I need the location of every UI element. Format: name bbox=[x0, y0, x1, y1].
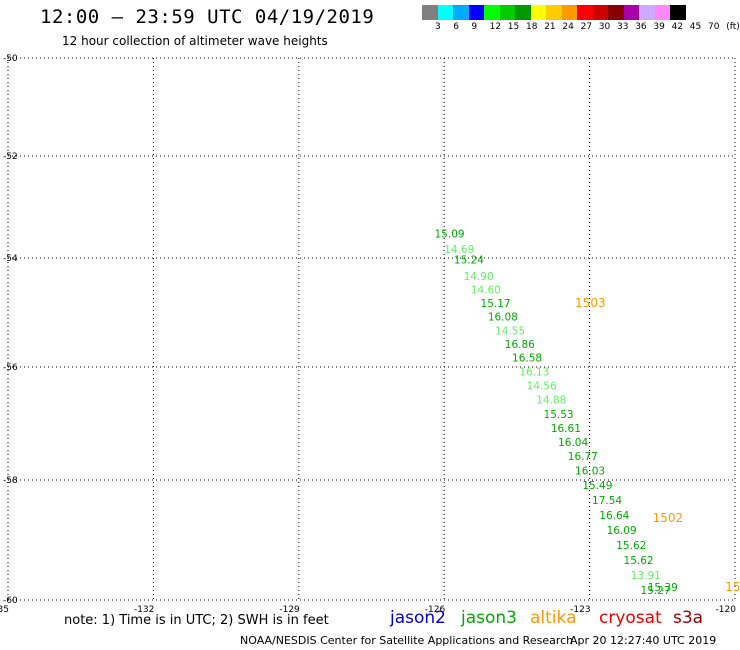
colorbar-swatch bbox=[515, 5, 531, 20]
colorbar-swatch bbox=[592, 5, 608, 20]
wave-height-label: 16.58 bbox=[512, 353, 542, 365]
colorbar-swatch bbox=[577, 5, 593, 20]
wave-height-label: 15.49 bbox=[582, 480, 612, 492]
colorbar-label: 45 bbox=[689, 22, 702, 32]
colorbar-label: 36 bbox=[635, 22, 647, 32]
colorbar-label: 42 bbox=[671, 22, 684, 32]
x-tick-label: -120 bbox=[716, 605, 737, 615]
wave-height-label: 1502 bbox=[653, 511, 684, 525]
x-tick-label: -123 bbox=[570, 605, 590, 615]
colorbar-swatch bbox=[468, 5, 484, 20]
wave-height-label: 16.03 bbox=[575, 465, 605, 477]
y-tick-label: -56 bbox=[3, 363, 18, 373]
colorbar-swatch bbox=[654, 5, 670, 20]
mission-cryosat: cryosat bbox=[599, 608, 662, 628]
wave-height-label: 17.54 bbox=[592, 495, 622, 507]
colorbar-label: 3 bbox=[435, 22, 441, 32]
x-tick-label: -135 bbox=[0, 605, 9, 615]
wave-height-label: 1503 bbox=[575, 296, 606, 310]
colorbar-swatch bbox=[561, 5, 577, 20]
wave-height-label: 13.91 bbox=[631, 570, 661, 582]
wave-height-label: 16.04 bbox=[558, 437, 588, 449]
footer-timestamp: Apr 20 12:27:40 UTC 2019 bbox=[570, 634, 717, 647]
y-tick-label: -54 bbox=[3, 254, 18, 264]
colorbar-label: 6 bbox=[453, 22, 459, 32]
wave-height-label: 14.88 bbox=[536, 395, 566, 407]
wave-height-label: 16.61 bbox=[551, 423, 581, 435]
colorbar-label: 18 bbox=[526, 22, 538, 32]
wave-height-label: 14.55 bbox=[495, 325, 525, 337]
y-tick-label: -52 bbox=[3, 152, 18, 162]
page-title: 12:00 – 23:59 UTC 04/19/2019 bbox=[40, 6, 375, 28]
x-tick-label: -129 bbox=[279, 605, 300, 615]
colorbar-swatch bbox=[453, 5, 469, 20]
colorbar-label: 70 bbox=[708, 22, 720, 32]
x-tick-label: -132 bbox=[134, 605, 154, 615]
colorbar-labels: 3 6 9 12 15 18 21 24 27 30 33 36 39 42 45 70 (ft) bbox=[422, 22, 740, 34]
wave-height-label: 15.24 bbox=[454, 254, 484, 266]
colorbar-swatch bbox=[639, 5, 655, 20]
wave-height-label: 16.08 bbox=[488, 312, 518, 324]
y-tick-label: -60 bbox=[3, 596, 18, 606]
wave-height-label: 14.69 bbox=[444, 244, 474, 256]
wave-height-label: 16.86 bbox=[505, 339, 535, 351]
wave-height-label: 15.53 bbox=[544, 409, 574, 421]
wave-height-label: 16.77 bbox=[568, 451, 598, 463]
wave-height-label: 16.09 bbox=[607, 525, 637, 537]
wave-height-label: 14.60 bbox=[471, 284, 501, 296]
colorbar-label: 33 bbox=[617, 22, 629, 32]
y-tick-label: -50 bbox=[3, 54, 18, 64]
wave-height-label: 150 bbox=[725, 580, 740, 594]
colorbar-swatch bbox=[530, 5, 546, 20]
colorbar-swatch bbox=[546, 5, 562, 20]
wave-height-label: 16.13 bbox=[519, 366, 549, 378]
colorbar-label: 15 bbox=[507, 22, 520, 32]
colorbar-swatch bbox=[422, 5, 438, 20]
wave-height-label: 15.62 bbox=[616, 540, 646, 552]
colorbar-label: 30 bbox=[598, 22, 611, 32]
colorbar-label: 12 bbox=[489, 22, 502, 32]
x-tick-label: -126 bbox=[425, 605, 446, 615]
page-subtitle: 12 hour collection of altimeter wave hei… bbox=[62, 34, 328, 48]
wave-height-label: 16.64 bbox=[599, 510, 629, 522]
colorbar bbox=[422, 5, 686, 20]
wave-height-label: 15.39 bbox=[648, 582, 678, 594]
y-tick-label: -58 bbox=[3, 476, 18, 486]
colorbar-swatch bbox=[623, 5, 639, 20]
mission-jason3: jason3 bbox=[461, 608, 517, 628]
footer-credit: NOAA/NESDIS Center for Satellite Applica… bbox=[240, 634, 574, 647]
wave-height-label: 15.09 bbox=[435, 229, 465, 241]
colorbar-label: 24 bbox=[562, 22, 574, 32]
colorbar-label: 39 bbox=[653, 22, 665, 32]
colorbar-label: 9 bbox=[471, 22, 478, 32]
wave-height-label: 15.27 bbox=[640, 585, 670, 597]
axis-tick-labels: -135 -132 -129 -126 -123 -120 -50 -52 -54 -56 -58 -… bbox=[0, 54, 736, 615]
wave-height-label: 15.17 bbox=[481, 298, 511, 310]
colorbar-swatch bbox=[437, 5, 453, 20]
mission-s3a: s3a bbox=[673, 608, 704, 628]
colorbar-swatch bbox=[608, 5, 624, 20]
colorbar-label: (ft) bbox=[726, 22, 740, 32]
footer-note: note: 1) Time is in UTC; 2) SWH is in fe… bbox=[64, 613, 329, 628]
wave-height-label: 14.90 bbox=[464, 271, 494, 283]
wave-height-label: 14.56 bbox=[527, 381, 557, 393]
wave-height-label: 15.62 bbox=[624, 555, 654, 567]
colorbar-swatch bbox=[499, 5, 515, 20]
colorbar-label: 21 bbox=[544, 22, 556, 32]
mission-altika: altika bbox=[530, 608, 577, 628]
mission-jason2: jason2 bbox=[390, 608, 446, 628]
colorbar-label: 27 bbox=[580, 22, 593, 32]
colorbar-swatch bbox=[484, 5, 500, 20]
colorbar-swatch bbox=[670, 5, 686, 20]
